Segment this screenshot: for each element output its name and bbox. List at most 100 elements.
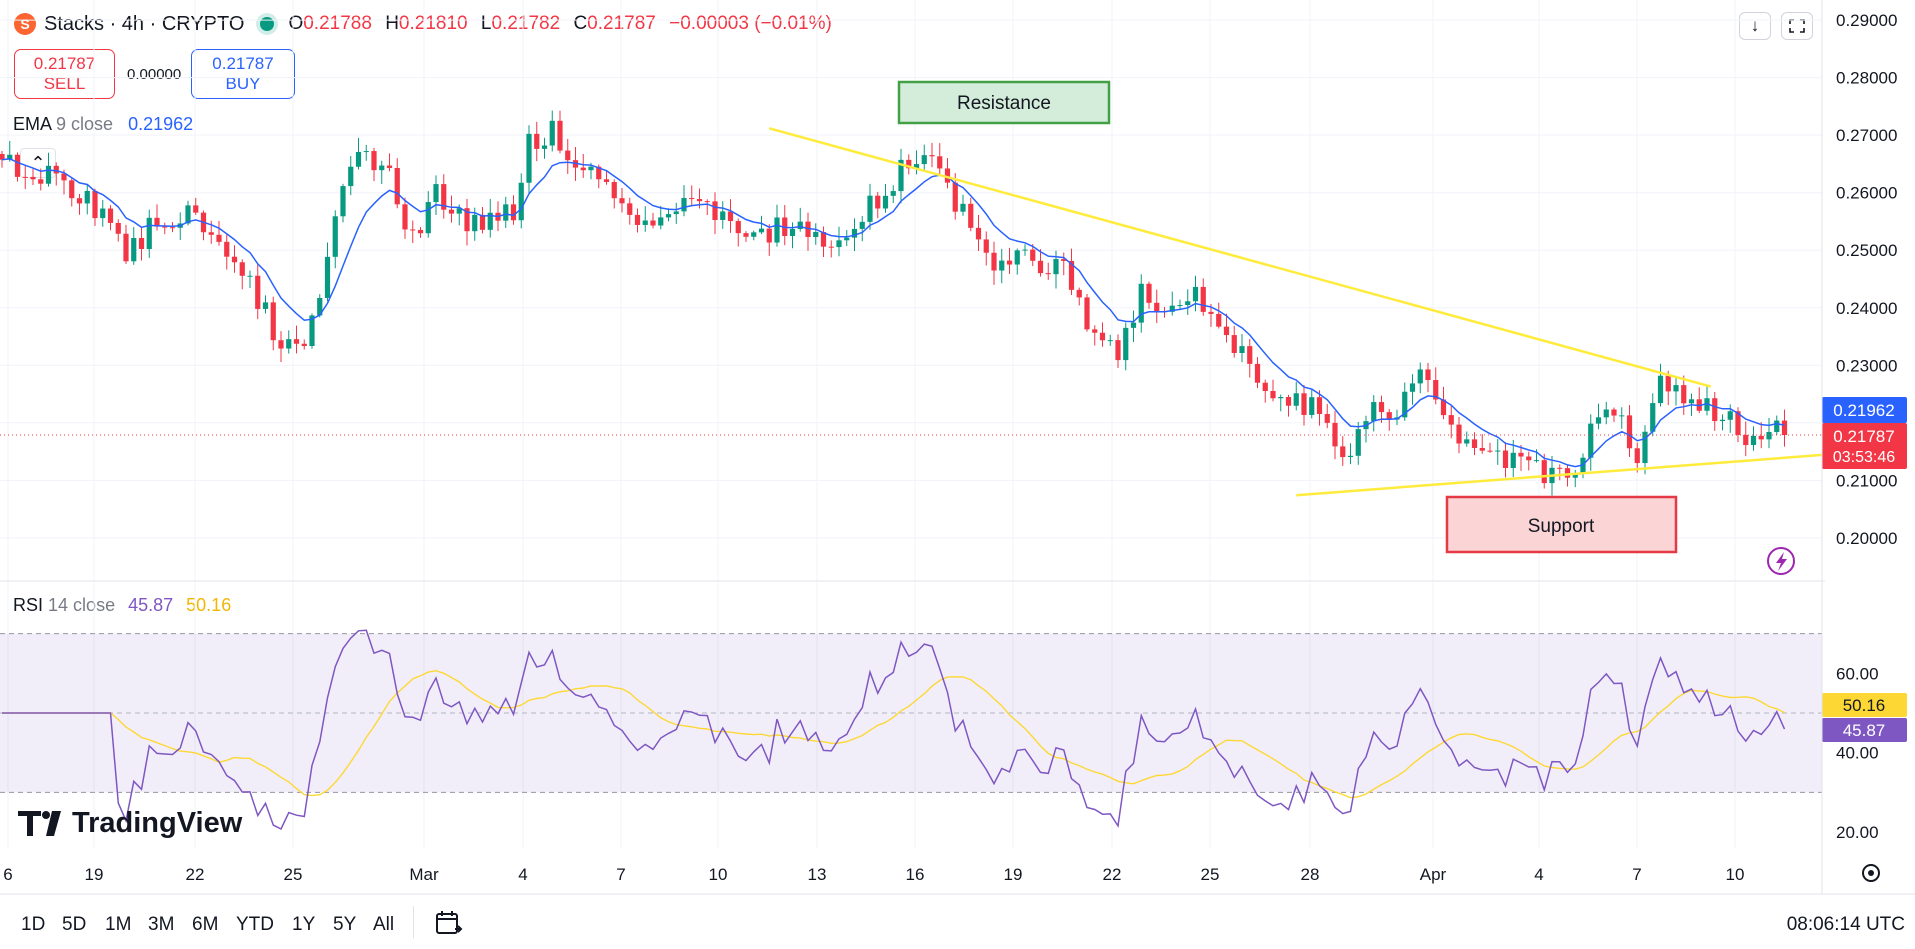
candle-body: [7, 154, 13, 160]
candle-body: [1448, 415, 1454, 425]
rsi-ma-badge: 50.16: [1822, 693, 1907, 717]
rsi-axis[interactable]: 20.00 40.00 60.00: [1836, 664, 1879, 842]
candle-body: [704, 201, 710, 203]
candle-body: [146, 217, 152, 249]
candle-body: [526, 133, 532, 183]
candle-body: [472, 214, 478, 232]
range-3m[interactable]: 3M: [148, 914, 175, 935]
candle-body: [975, 227, 982, 240]
support-trendline[interactable]: [1296, 450, 1859, 497]
candle-body: [1084, 297, 1090, 330]
candle: [1588, 414, 1594, 471]
candle-body: [1572, 473, 1578, 478]
sell-button[interactable]: 0.21787 SELL: [14, 49, 115, 99]
candle: [262, 295, 269, 314]
candle: [255, 263, 261, 320]
lightning-icon[interactable]: [1767, 547, 1795, 575]
candle-body: [162, 226, 168, 228]
range-1d[interactable]: 1D: [21, 914, 46, 935]
rsi-ma-line: [2, 669, 1785, 799]
ema-legend[interactable]: EMA 9 close 0.21962: [13, 114, 193, 135]
candle-body: [1719, 419, 1726, 422]
candle-body: [758, 228, 765, 233]
candle-body: [332, 216, 338, 257]
candle-body: [169, 227, 176, 229]
candle: [1301, 384, 1307, 426]
rsi-legend[interactable]: RSI 14 close 45.87 50.16: [13, 595, 231, 616]
candle: [1332, 411, 1338, 460]
candle: [433, 175, 439, 216]
gear-icon[interactable]: [1862, 864, 1880, 882]
candle: [603, 170, 610, 185]
candle: [991, 241, 997, 285]
candle: [1433, 367, 1439, 405]
candle: [1595, 403, 1602, 430]
candle: [743, 231, 749, 242]
candle-body: [216, 234, 222, 242]
candle-body: [1495, 450, 1501, 452]
download-button[interactable]: ↓: [1739, 12, 1771, 40]
range-ytd[interactable]: YTD: [236, 914, 274, 935]
candle: [820, 226, 827, 257]
candle: [379, 160, 385, 185]
range-5y[interactable]: 5Y: [333, 914, 357, 935]
candle-body: [386, 165, 393, 168]
candle: [1231, 325, 1237, 358]
candle: [92, 188, 98, 226]
candle-body: [751, 232, 757, 237]
candle: [1634, 442, 1640, 473]
resistance-label[interactable]: Resistance: [897, 80, 1111, 125]
candle-body: [565, 150, 571, 161]
candle: [1146, 281, 1152, 309]
candle: [1758, 422, 1764, 449]
support-label[interactable]: Support: [1445, 495, 1678, 554]
utc-clock[interactable]: 08:06:14 UTC: [1786, 914, 1905, 935]
candle-body: [1092, 329, 1098, 333]
candle: [1278, 394, 1284, 412]
resistance-trendline[interactable]: [768, 127, 1712, 388]
price-tick-label: 0.24000: [1836, 299, 1897, 318]
candle: [1719, 414, 1726, 431]
range-6m[interactable]: 6M: [192, 914, 219, 935]
candle-body: [1611, 409, 1617, 416]
candle-body: [402, 204, 408, 230]
candle-body: [394, 167, 400, 205]
candle: [503, 196, 509, 228]
candle-body: [1200, 286, 1206, 312]
candle-body: [1154, 302, 1160, 312]
range-5d[interactable]: 5D: [62, 914, 87, 935]
candle-body: [1076, 289, 1082, 298]
candle: [1603, 401, 1609, 425]
range-all[interactable]: All: [373, 914, 395, 935]
calendar-icon[interactable]: [433, 907, 463, 937]
candle: [898, 148, 904, 204]
candle: [1270, 379, 1276, 402]
download-arrow-icon: ↓: [1750, 16, 1760, 35]
candle: [278, 331, 284, 363]
candle: [14, 152, 21, 182]
candle-body: [441, 184, 447, 210]
candle: [293, 325, 300, 354]
range-1m[interactable]: 1M: [105, 914, 132, 935]
candle-body: [1750, 435, 1757, 446]
candle: [1712, 392, 1718, 431]
time-tick-label: 16: [906, 865, 925, 884]
candle-body: [1037, 260, 1044, 274]
candle: [929, 142, 935, 168]
candle-body: [1526, 456, 1532, 461]
range-1y[interactable]: 1Y: [292, 914, 316, 935]
candle: [1665, 370, 1671, 406]
candle-body: [262, 302, 269, 309]
time-axis[interactable]: 6 19 22 25 Mar 4 7 10 13 16 19 22 25 28 Apr 4 7 10: [3, 865, 1744, 884]
candle: [270, 296, 276, 351]
candle-body: [1006, 260, 1013, 265]
candle: [1099, 322, 1106, 347]
buy-button[interactable]: 0.21787 BUY: [191, 49, 295, 99]
tradingview-logo[interactable]: TradingView: [18, 807, 243, 839]
candle: [1340, 436, 1346, 466]
candle: [348, 156, 354, 196]
candle: [1704, 384, 1710, 416]
candles: [0, 110, 1788, 496]
candle: [1464, 431, 1470, 447]
